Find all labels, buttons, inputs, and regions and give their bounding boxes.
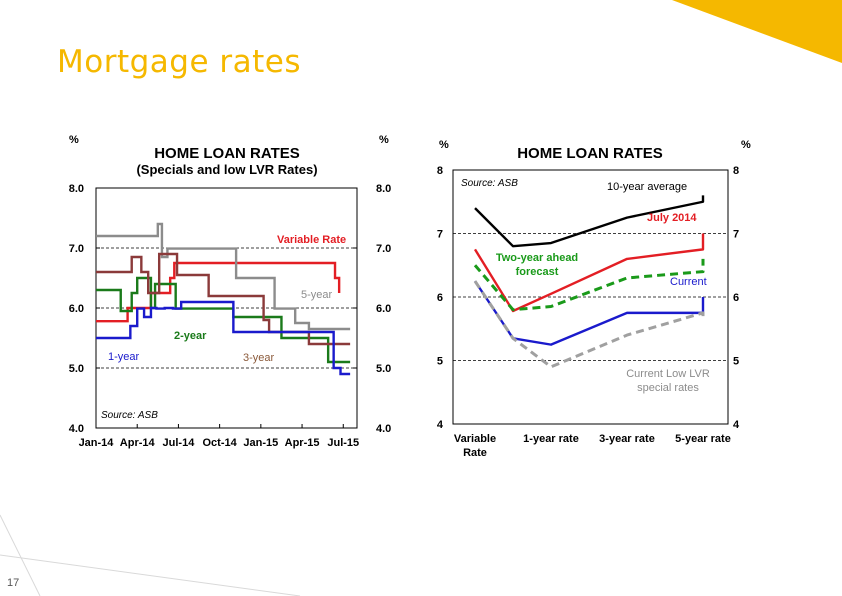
series-line-current-low-lvr-special-rates bbox=[473, 280, 705, 369]
y-tick-label-left: 4.0 bbox=[69, 423, 84, 435]
y-tick-label-right: 7.0 bbox=[376, 243, 391, 255]
series-label-july-2014: July 2014 bbox=[647, 212, 697, 224]
page-number: 17 bbox=[7, 577, 20, 589]
y-tick-label-left: 8 bbox=[437, 165, 443, 177]
series-line-july-2014 bbox=[473, 233, 705, 313]
x-tick-label: Jan-14 bbox=[79, 437, 115, 449]
series-label-3-year: 3-year bbox=[243, 352, 275, 364]
y-tick-label-right: 7 bbox=[733, 229, 739, 241]
x-tick-label: Jul-14 bbox=[163, 437, 196, 449]
x-tick-label: Oct-14 bbox=[203, 437, 238, 449]
series-line-10-year-average bbox=[474, 195, 705, 248]
series-label-current: Current bbox=[670, 276, 707, 288]
series-line-1-year bbox=[96, 300, 351, 376]
y-tick-label-left: 6 bbox=[437, 292, 443, 304]
y-tick-label-left: 5 bbox=[437, 356, 443, 368]
right-unit-label: % bbox=[741, 139, 751, 151]
y-tick-label-right: 4.0 bbox=[376, 423, 391, 435]
series-label-10-year-average: 10-year average bbox=[607, 181, 687, 193]
y-tick-label-left: 7.0 bbox=[69, 243, 84, 255]
y-tick-label-right: 5.0 bbox=[376, 363, 391, 375]
source-note: Source: ASB bbox=[101, 410, 158, 421]
y-tick-label-right: 6 bbox=[733, 292, 739, 304]
corner-accent-shape bbox=[672, 0, 842, 63]
x-tick-label: Apr-15 bbox=[285, 437, 320, 449]
y-tick-label-left: 5.0 bbox=[69, 363, 84, 375]
left-unit-label: % bbox=[439, 139, 449, 151]
right-unit-label: % bbox=[379, 134, 389, 146]
y-tick-label-left: 4 bbox=[437, 419, 444, 431]
y-tick-label-left: 8.0 bbox=[69, 183, 84, 195]
y-tick-label-right: 8.0 bbox=[376, 183, 391, 195]
y-tick-label-right: 4 bbox=[733, 419, 740, 431]
series-line-two-year-ahead-forecast bbox=[473, 258, 705, 312]
x-tick-label: 5-year rate bbox=[675, 433, 731, 445]
chart-subtitle: (Specials and low LVR Rates) bbox=[136, 162, 317, 177]
source-note: Source: ASB bbox=[461, 178, 518, 189]
chart-title: HOME LOAN RATES bbox=[517, 145, 663, 162]
series-label-variable-rate: Variable Rate bbox=[277, 234, 346, 246]
y-tick-label-left: 6.0 bbox=[69, 303, 84, 315]
series-label-2-year: 2-year bbox=[174, 330, 207, 342]
x-tick-label: Variable Rate bbox=[454, 433, 496, 459]
y-tick-label-right: 6.0 bbox=[376, 303, 391, 315]
x-tick-label: Jul-15 bbox=[327, 437, 359, 449]
x-tick-label: 3-year rate bbox=[599, 433, 655, 445]
series-label-5-year: 5-year bbox=[301, 289, 333, 301]
decor-line-1 bbox=[0, 514, 41, 596]
slide-title: Mortgage rates bbox=[57, 44, 302, 80]
x-tick-label: Apr-14 bbox=[120, 437, 156, 449]
left-unit-label: % bbox=[69, 134, 79, 146]
x-tick-label: Jan-15 bbox=[243, 437, 278, 449]
x-tick-label: 1-year rate bbox=[523, 433, 579, 445]
y-tick-label-right: 5 bbox=[733, 356, 739, 368]
series-label-1-year: 1-year bbox=[108, 351, 140, 363]
series-label-two-year-ahead: Two-year ahead forecast bbox=[496, 252, 578, 278]
decor-line-2 bbox=[0, 554, 301, 596]
series-line-3-year bbox=[96, 252, 351, 346]
series-label-current-low-lvr: Current Low LVR special rates bbox=[626, 368, 710, 394]
chart-title: HOME LOAN RATES bbox=[154, 145, 300, 162]
y-tick-label-left: 7 bbox=[437, 229, 443, 241]
y-tick-label-right: 8 bbox=[733, 165, 739, 177]
series-line-5-year bbox=[96, 222, 351, 331]
